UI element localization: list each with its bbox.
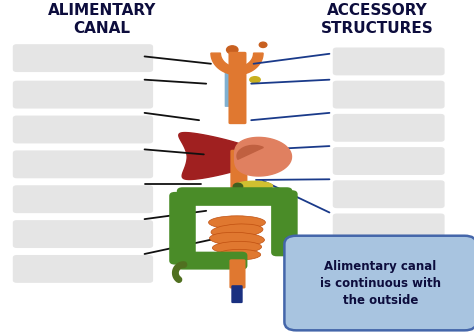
Ellipse shape (250, 77, 260, 83)
Polygon shape (237, 145, 264, 159)
FancyBboxPatch shape (230, 150, 247, 189)
FancyBboxPatch shape (333, 180, 445, 208)
FancyBboxPatch shape (333, 213, 445, 241)
Ellipse shape (212, 241, 262, 253)
Ellipse shape (218, 249, 261, 260)
FancyBboxPatch shape (13, 220, 153, 248)
Polygon shape (235, 137, 292, 176)
FancyBboxPatch shape (13, 44, 153, 72)
FancyBboxPatch shape (229, 259, 246, 289)
FancyBboxPatch shape (228, 52, 246, 124)
Ellipse shape (211, 224, 263, 237)
FancyBboxPatch shape (284, 236, 474, 330)
Ellipse shape (209, 216, 265, 229)
FancyBboxPatch shape (333, 81, 445, 109)
FancyBboxPatch shape (177, 187, 292, 206)
FancyBboxPatch shape (13, 185, 153, 213)
FancyBboxPatch shape (333, 114, 445, 142)
Polygon shape (179, 132, 263, 180)
FancyBboxPatch shape (13, 255, 153, 283)
FancyBboxPatch shape (225, 66, 231, 107)
FancyBboxPatch shape (13, 116, 153, 143)
FancyBboxPatch shape (177, 252, 247, 270)
Polygon shape (235, 181, 273, 191)
FancyBboxPatch shape (231, 285, 243, 303)
FancyBboxPatch shape (271, 190, 298, 256)
Circle shape (227, 46, 238, 54)
FancyBboxPatch shape (13, 81, 153, 109)
FancyBboxPatch shape (169, 192, 196, 265)
Circle shape (233, 183, 243, 190)
Text: ALIMENTARY
CANAL: ALIMENTARY CANAL (48, 3, 156, 36)
FancyBboxPatch shape (13, 150, 153, 178)
Text: Alimentary canal
is continuous with
the outside: Alimentary canal is continuous with the … (320, 260, 441, 306)
Text: ACCESSORY
STRUCTURES: ACCESSORY STRUCTURES (320, 3, 433, 36)
FancyBboxPatch shape (333, 47, 445, 75)
FancyBboxPatch shape (333, 147, 445, 175)
Ellipse shape (210, 232, 264, 246)
Polygon shape (211, 53, 263, 75)
Circle shape (259, 42, 267, 47)
